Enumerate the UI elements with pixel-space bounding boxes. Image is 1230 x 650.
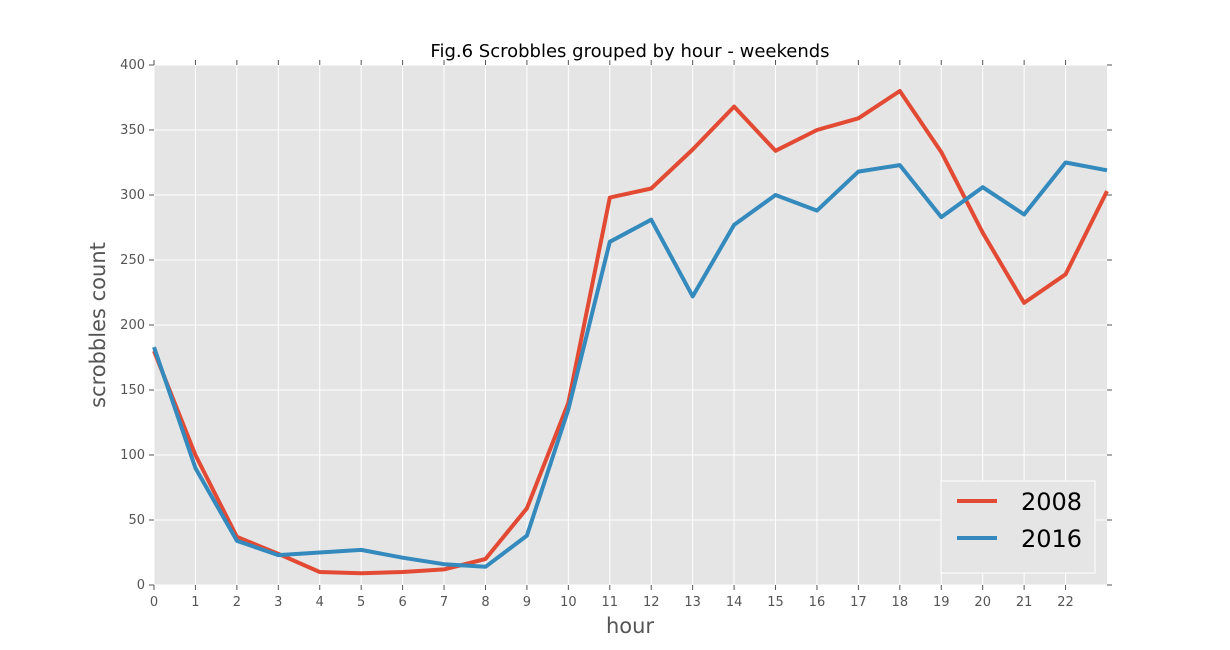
y-tick-label: 300 [120,188,145,203]
x-tick-label: 10 [560,595,577,610]
x-tick-label: 0 [150,595,158,610]
y-axis-title: scrobbles count [86,242,110,408]
x-tick-label: 14 [726,595,743,610]
series-line-2008 [152,89,1109,576]
series-line-2016 [152,160,1108,569]
series-lines [152,89,1109,576]
x-tick-label: 12 [643,595,660,610]
x-tick-label: 1 [191,595,199,610]
x-tick-label: 7 [440,595,448,610]
x-tick-label: 15 [767,595,784,610]
legend-label: 2008 [1021,488,1082,516]
x-tick-label: 11 [602,595,619,610]
x-tick-label: 2 [233,595,241,610]
x-tick-label: 9 [523,595,531,610]
y-tick-label: 0 [137,578,145,593]
x-tick-label: 6 [398,595,406,610]
x-tick-label: 5 [357,595,365,610]
legend-label: 2016 [1021,525,1082,553]
y-tick-label: 50 [128,513,145,528]
legend-box [940,480,1096,574]
x-tick-label: 18 [892,595,909,610]
y-tick-label: 250 [120,253,145,268]
x-tick-label: 20 [974,595,991,610]
y-tick-label: 350 [120,123,145,138]
chart-title: Fig.6 Scrobbles grouped by hour - weeken… [430,41,829,62]
x-tick-label: 16 [809,595,826,610]
x-tick-label: 4 [316,595,324,610]
y-tick-label: 150 [120,383,145,398]
x-tick-label: 19 [933,595,950,610]
y-tick-label: 200 [120,318,145,333]
y-tick-label: 400 [120,58,145,73]
x-tick-label: 8 [481,595,489,610]
x-tick-label: 13 [684,595,701,610]
x-axis-title: hour [606,614,654,638]
x-tick-label: 22 [1057,595,1074,610]
x-tick-label: 17 [850,595,867,610]
y-tick-label: 100 [120,448,145,463]
x-tick-label: 21 [1016,595,1033,610]
x-tick-label: 3 [274,595,282,610]
legend: 2008 2016 [940,480,1096,574]
